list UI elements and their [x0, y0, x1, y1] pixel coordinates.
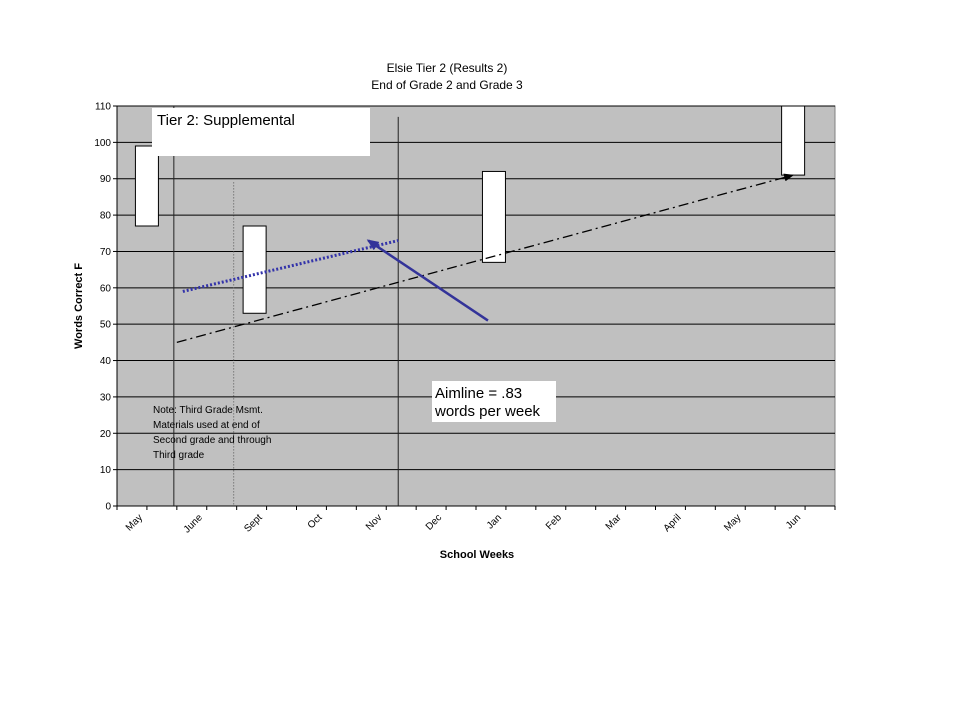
- range-bar: [242, 225, 267, 314]
- aimline-note-line: Aimline = .83: [435, 385, 522, 402]
- y-tick-label: 100: [94, 138, 111, 149]
- chart-title: Elsie Tier 2 (Results 2): [387, 61, 508, 75]
- x-axis-title: School Weeks: [440, 549, 514, 561]
- y-tick-label: 110: [95, 102, 111, 113]
- material-note-line: Third grade: [153, 450, 205, 461]
- y-tick-label: 30: [100, 392, 112, 403]
- y-tick-label: 20: [100, 429, 112, 440]
- range-bar: [781, 105, 806, 176]
- aimline: [176, 173, 795, 343]
- y-tick-label: 70: [100, 247, 112, 258]
- material-note-line: Note: Third Grade Msmt.: [153, 405, 263, 416]
- phase-label: Tier 2: Supplemental: [157, 112, 295, 129]
- material-note-line: Materials used at end of: [153, 420, 260, 431]
- y-tick-label: 10: [100, 465, 112, 476]
- y-tick-label: 40: [100, 356, 112, 367]
- y-axis-title: Words Correct F: [73, 263, 85, 349]
- plot-background: [116, 105, 836, 507]
- phase-label-box: [152, 108, 370, 156]
- trend-arrow: [366, 239, 489, 322]
- trend-line: [182, 239, 399, 293]
- aimline-note-box: [432, 381, 556, 422]
- y-tick-label: 0: [105, 502, 111, 513]
- y-tick-label: 50: [100, 320, 112, 331]
- material-note-line: Second grade and through: [153, 435, 271, 446]
- range-bar: [481, 170, 506, 263]
- y-tick-label: 90: [100, 174, 112, 185]
- y-tick-label: 80: [100, 211, 112, 222]
- chart-subtitle: End of Grade 2 and Grade 3: [371, 78, 523, 92]
- y-tick-label: 60: [100, 283, 112, 294]
- range-bar: [134, 145, 159, 227]
- aimline-note-line: words per week: [434, 403, 541, 420]
